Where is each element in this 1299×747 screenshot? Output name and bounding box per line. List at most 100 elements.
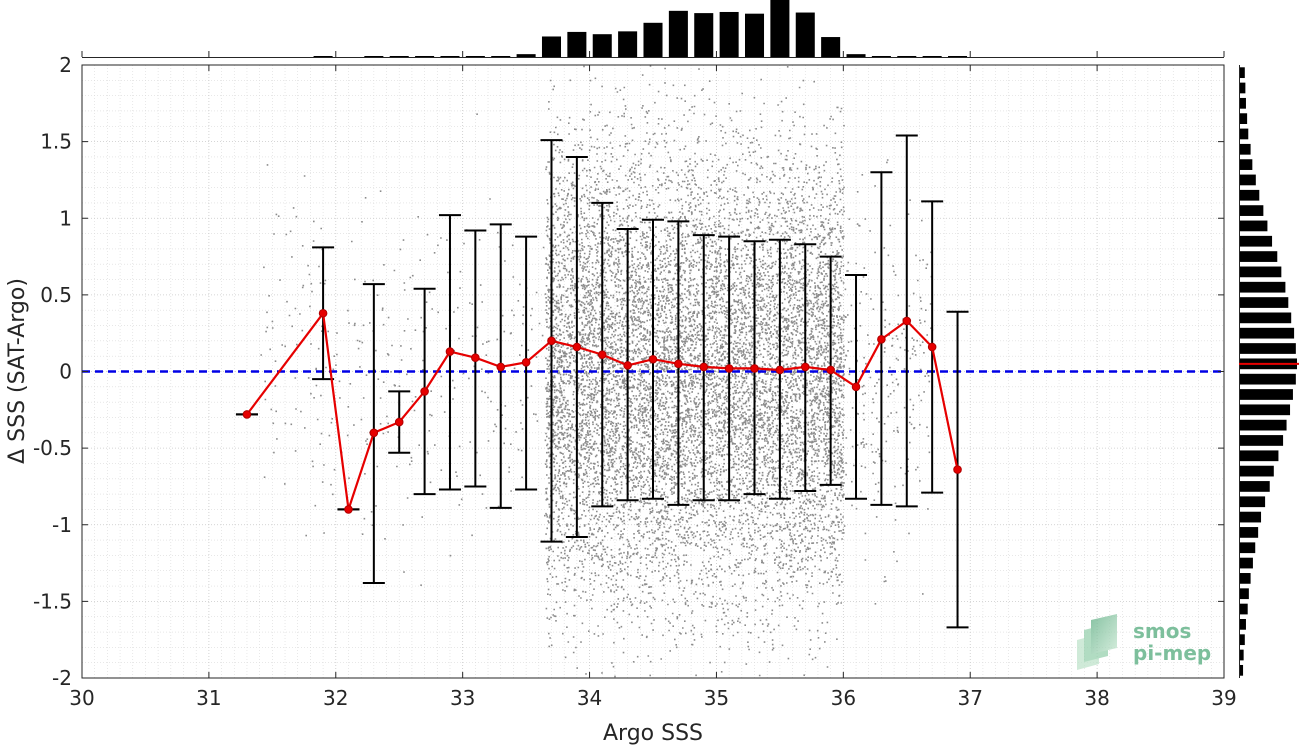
- top-histogram: [313, 0, 968, 57]
- y-tick-label: 1.5: [40, 130, 72, 154]
- mean-point: [572, 342, 582, 352]
- x-axis-label: Argo SSS: [603, 721, 703, 746]
- right-histogram: [1239, 67, 1297, 676]
- top-histogram-bar: [465, 56, 485, 57]
- y-tick-label: 2: [59, 53, 72, 77]
- mean-point: [775, 365, 785, 375]
- top-histogram-bar: [897, 56, 917, 57]
- mean-point: [902, 316, 912, 326]
- right-histogram-bar: [1239, 82, 1246, 94]
- mean-point: [750, 364, 759, 373]
- right-histogram-bar: [1239, 251, 1278, 262]
- right-histogram-bar: [1239, 189, 1260, 201]
- top-histogram-bar: [491, 56, 511, 57]
- top-histogram-bar: [744, 13, 765, 57]
- top-histogram-bar: [922, 56, 942, 57]
- right-histogram-bar: [1239, 404, 1291, 416]
- y-tick-label: 1: [59, 206, 72, 230]
- right-histogram-bar: [1239, 389, 1293, 400]
- right-histogram-bar: [1239, 603, 1248, 615]
- right-histogram-bar: [1239, 312, 1292, 324]
- right-histogram-bar: [1239, 128, 1249, 140]
- x-tick-labels: 30 31 32 33 34 35 36 37 38 39: [69, 686, 1236, 710]
- top-histogram-bar: [694, 13, 714, 57]
- right-histogram-bar: [1239, 557, 1253, 569]
- mean-point: [623, 361, 632, 370]
- x-tick-label: 32: [323, 686, 348, 710]
- top-histogram-bar: [389, 56, 409, 57]
- right-histogram-bar: [1239, 373, 1296, 385]
- mean-point: [699, 362, 709, 372]
- x-tick-label: 37: [957, 686, 982, 710]
- y-tick-label: -2: [52, 666, 72, 690]
- right-histogram-bar: [1239, 343, 1296, 354]
- right-histogram-bar: [1239, 542, 1256, 554]
- mean-point: [800, 362, 810, 372]
- right-histogram-bar: [1239, 67, 1245, 79]
- y-axis-label: Δ SSS (SAT-Argo): [5, 278, 30, 464]
- top-histogram-bar: [618, 31, 638, 57]
- top-histogram-bar: [846, 54, 866, 57]
- mean-point: [597, 350, 607, 359]
- right-histogram-bar: [1239, 143, 1251, 155]
- top-histogram-bar: [364, 56, 384, 57]
- x-tick-label: 30: [69, 686, 94, 710]
- top-histogram-bar: [313, 56, 333, 57]
- mean-point: [318, 308, 328, 318]
- right-histogram-bar: [1239, 481, 1270, 492]
- top-histogram-bar: [567, 31, 587, 57]
- x-tick-label: 35: [704, 686, 729, 710]
- x-tick-label: 31: [196, 686, 221, 710]
- top-histogram-bar: [592, 34, 612, 57]
- right-histogram-bar: [1239, 496, 1266, 508]
- top-histogram-bar: [643, 22, 663, 57]
- right-histogram-bar: [1239, 281, 1286, 293]
- right-histogram-bar: [1239, 220, 1268, 232]
- right-histogram-bar: [1239, 297, 1289, 308]
- top-histogram-bar: [795, 12, 815, 57]
- smos-pimep-logo: smos pi-mep: [1077, 614, 1211, 670]
- top-histogram-bar: [719, 11, 739, 57]
- right-histogram-bar: [1239, 465, 1274, 477]
- top-histogram-bar: [668, 10, 688, 57]
- y-tick-label: 0.5: [40, 283, 72, 307]
- mean-point: [369, 428, 379, 438]
- x-tick-label: 34: [577, 686, 602, 710]
- right-histogram-bar: [1239, 205, 1264, 216]
- mean-point: [927, 342, 937, 352]
- right-histogram-bar: [1239, 235, 1273, 247]
- right-histogram-bar: [1239, 649, 1244, 661]
- mean-point: [851, 382, 861, 392]
- right-histogram-bar: [1239, 573, 1251, 584]
- right-histogram-bar: [1239, 113, 1248, 125]
- top-histogram-bar: [871, 56, 891, 57]
- logo-icon: [1077, 614, 1117, 670]
- mean-point: [724, 364, 734, 373]
- mean-point: [344, 505, 353, 514]
- top-histogram-bar: [516, 54, 536, 57]
- mean-point: [953, 465, 962, 474]
- x-tick-label: 39: [1211, 686, 1236, 710]
- logo-line2: pi-mep: [1133, 641, 1211, 665]
- top-histogram-bar: [770, 0, 790, 57]
- logo-line1: smos: [1133, 619, 1191, 643]
- right-histogram-bar: [1239, 435, 1284, 446]
- right-histogram-bar: [1239, 266, 1282, 278]
- right-histogram-bar: [1239, 618, 1246, 630]
- top-histogram-bar: [821, 37, 841, 57]
- top-histogram-ticks: [81, 51, 1225, 57]
- right-histogram-bar: [1239, 159, 1253, 170]
- right-histogram-bar: [1239, 634, 1245, 646]
- mean-point: [471, 353, 480, 363]
- right-histogram-bar: [1239, 588, 1249, 600]
- mean-point: [394, 417, 404, 427]
- top-histogram-bar: [541, 36, 562, 57]
- x-tick-label: 36: [831, 686, 856, 710]
- y-tick-label: -1: [52, 513, 72, 537]
- top-histogram-bar: [415, 56, 435, 57]
- mean-point: [496, 362, 506, 372]
- mean-point: [420, 387, 429, 396]
- right-histogram-bar: [1239, 97, 1246, 109]
- right-histogram-bar: [1239, 419, 1287, 431]
